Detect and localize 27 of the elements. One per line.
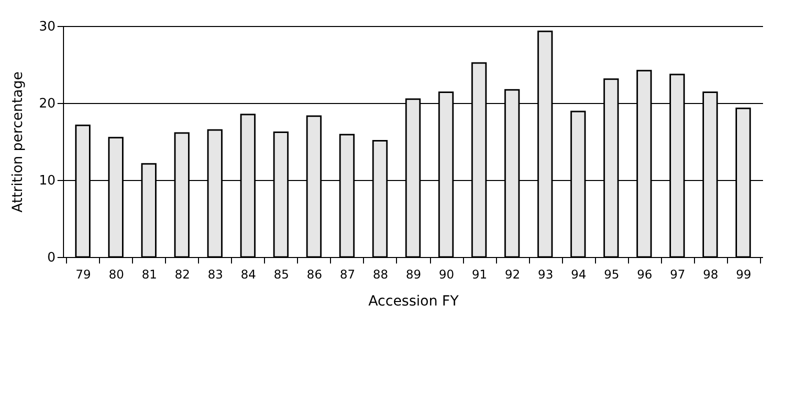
x-tick-label: 83 (208, 268, 224, 282)
x-tick-label: 89 (406, 268, 422, 282)
x-tick-label: 91 (472, 268, 488, 282)
y-tick-label: 10 (38, 174, 56, 188)
x-tick-label: 96 (636, 268, 652, 282)
x-axis-title: Accession FY (368, 294, 460, 310)
x-tick-label: 98 (703, 268, 718, 282)
y-axis-title: Attrition percentage (10, 72, 26, 212)
x-tick-label: 93 (538, 268, 554, 282)
x-tick-label: 80 (108, 268, 124, 282)
x-tick-label: 95 (604, 268, 620, 282)
x-tick-label: 81 (142, 268, 157, 282)
x-tick-label: 88 (372, 268, 388, 282)
x-tick-label: 79 (76, 268, 91, 282)
x-tick-label: 85 (274, 268, 290, 282)
x-tick-label: 94 (570, 268, 586, 282)
x-tick-label: 99 (736, 268, 752, 282)
x-tick-label: 97 (670, 268, 686, 282)
x-tick-label: 82 (174, 268, 190, 282)
y-tick-label: 30 (38, 20, 56, 34)
x-tick-label: 84 (240, 268, 256, 282)
x-tick-label: 92 (504, 268, 520, 282)
y-tick-label: 20 (38, 96, 56, 112)
x-tick-label: 87 (340, 268, 356, 282)
y-tick-label: 0 (47, 250, 56, 266)
x-tick-label: 86 (306, 268, 322, 282)
x-tick-label: 90 (438, 268, 454, 282)
